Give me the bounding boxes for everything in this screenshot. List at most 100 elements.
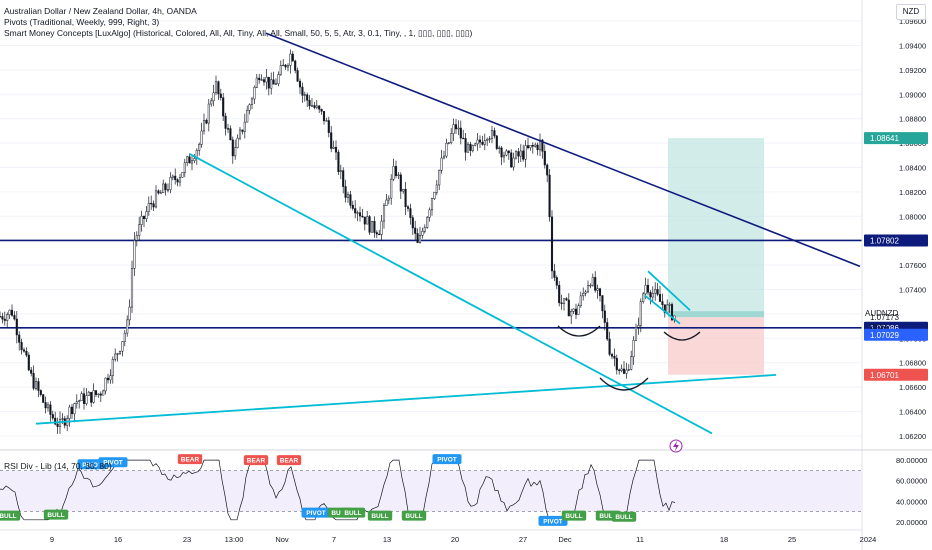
candle-body bbox=[315, 105, 318, 108]
rsi-label-text: PIVOT bbox=[543, 518, 563, 525]
candle-body bbox=[166, 189, 170, 191]
candle-body bbox=[70, 406, 74, 415]
candle-body bbox=[514, 151, 518, 159]
candle-body bbox=[586, 285, 590, 293]
candle-body bbox=[531, 144, 534, 147]
candle-body bbox=[378, 233, 381, 236]
legend-title[interactable]: Australian Dollar / New Zealand Dollar, … bbox=[4, 6, 197, 16]
candle-body bbox=[380, 220, 383, 235]
candle-body bbox=[450, 133, 453, 143]
candle-body bbox=[224, 115, 227, 129]
rsi-label-bull bbox=[401, 510, 427, 521]
candle-body bbox=[265, 76, 268, 83]
rsi-label-pivot bbox=[432, 454, 462, 465]
price-tick-label: 1.06800 bbox=[899, 359, 926, 368]
candle-body bbox=[310, 105, 314, 107]
rsi-tick-label: 40.00000 bbox=[896, 497, 927, 506]
candle-body bbox=[373, 220, 376, 233]
price-tick-label: 1.08200 bbox=[899, 188, 926, 197]
candle-body bbox=[632, 340, 635, 357]
trendline-long-support bbox=[35, 374, 777, 425]
time-tick-label: 13:00 bbox=[225, 535, 244, 544]
time-axis[interactable]: 9 16 23 13:00 Nov 7 13 20 27 Dec 11 18 25 2024 bbox=[0, 529, 877, 544]
candle-body bbox=[471, 145, 474, 151]
candle-body bbox=[75, 401, 78, 404]
candle-body bbox=[320, 108, 323, 112]
candle-body bbox=[142, 215, 146, 219]
currency-button[interactable]: NZD bbox=[896, 4, 926, 20]
candle-body bbox=[15, 318, 18, 336]
candle-body bbox=[390, 178, 393, 199]
candle-body bbox=[111, 359, 114, 376]
candle-body bbox=[421, 231, 424, 236]
candle-body bbox=[560, 302, 563, 304]
candle-body bbox=[102, 390, 105, 396]
candle-body bbox=[260, 79, 263, 81]
rsi-legend[interactable]: RSI Div - Lib (14, 70, 30, 80) bbox=[4, 461, 112, 471]
candle-body bbox=[176, 179, 179, 183]
price-tick-label: 1.09000 bbox=[899, 90, 926, 99]
stop-zone bbox=[668, 317, 764, 375]
candle-body bbox=[241, 129, 244, 132]
candle-body bbox=[608, 338, 611, 355]
candle-body bbox=[430, 198, 434, 211]
legend-smc[interactable]: Smart Money Concepts [LuxAlgo] (Historic… bbox=[4, 28, 473, 38]
chart-legend: Australian Dollar / New Zealand Dollar, … bbox=[4, 6, 472, 39]
candle-body bbox=[294, 60, 297, 71]
candle-body bbox=[416, 233, 419, 243]
price-label-box bbox=[864, 234, 928, 247]
candle-body bbox=[80, 393, 83, 402]
candle-body bbox=[562, 298, 566, 304]
candle-body bbox=[246, 110, 249, 123]
candle-body bbox=[219, 93, 222, 98]
price-tick-label: 1.09400 bbox=[899, 42, 926, 51]
price-axis[interactable]: 1.09600 1.09400 1.09200 1.09000 1.08800 1.086… bbox=[861, 0, 926, 550]
candle-body bbox=[356, 212, 359, 214]
candle-body bbox=[13, 315, 16, 320]
price-tick-label: 1.08400 bbox=[899, 164, 926, 173]
rsi-label-bull bbox=[611, 511, 637, 522]
candle-body bbox=[274, 83, 278, 85]
candle-body bbox=[20, 342, 23, 351]
candle-body bbox=[481, 141, 484, 145]
candle-body bbox=[126, 319, 129, 334]
candle-body bbox=[193, 158, 196, 162]
candle-body bbox=[411, 217, 414, 229]
rsi-label-text: BULL bbox=[0, 513, 17, 520]
time-tick-label: Dec bbox=[558, 535, 572, 544]
time-tick-label: 16 bbox=[114, 535, 122, 544]
candle-body bbox=[118, 350, 122, 354]
rsi-label-text: BEAR bbox=[181, 457, 200, 464]
candle-body bbox=[133, 240, 136, 269]
candle-body bbox=[97, 393, 100, 395]
candle-body bbox=[92, 390, 95, 403]
candle-body bbox=[351, 204, 354, 209]
candle-body bbox=[526, 145, 530, 149]
candle-body bbox=[135, 235, 138, 241]
candle-body bbox=[565, 298, 568, 301]
time-tick-label: 2024 bbox=[860, 535, 877, 544]
candle-body bbox=[596, 288, 599, 291]
lightning-icon[interactable] bbox=[669, 439, 683, 453]
rsi-label-text: BULL bbox=[405, 513, 422, 520]
candle-body bbox=[454, 124, 458, 130]
time-tick-label: 25 bbox=[788, 535, 796, 544]
candle-body bbox=[627, 369, 630, 371]
candle-body bbox=[488, 138, 491, 140]
legend-pivots[interactable]: Pivots (Traditional, Weekly, 999, Right,… bbox=[4, 17, 160, 27]
candle-body bbox=[162, 183, 165, 193]
candle-body bbox=[620, 368, 623, 371]
candle-body bbox=[68, 406, 71, 419]
candle-body bbox=[550, 216, 554, 272]
candle-body bbox=[435, 184, 438, 193]
candle-body bbox=[370, 220, 374, 233]
price-tick-label: 1.07600 bbox=[899, 261, 926, 270]
cup-arc bbox=[557, 325, 601, 337]
candle-body bbox=[123, 332, 126, 342]
rsi-label-text: BULL bbox=[599, 513, 616, 520]
candle-body bbox=[654, 289, 657, 294]
price-label-box bbox=[864, 328, 928, 341]
price-label-box bbox=[864, 132, 928, 145]
candle-body bbox=[570, 310, 573, 317]
